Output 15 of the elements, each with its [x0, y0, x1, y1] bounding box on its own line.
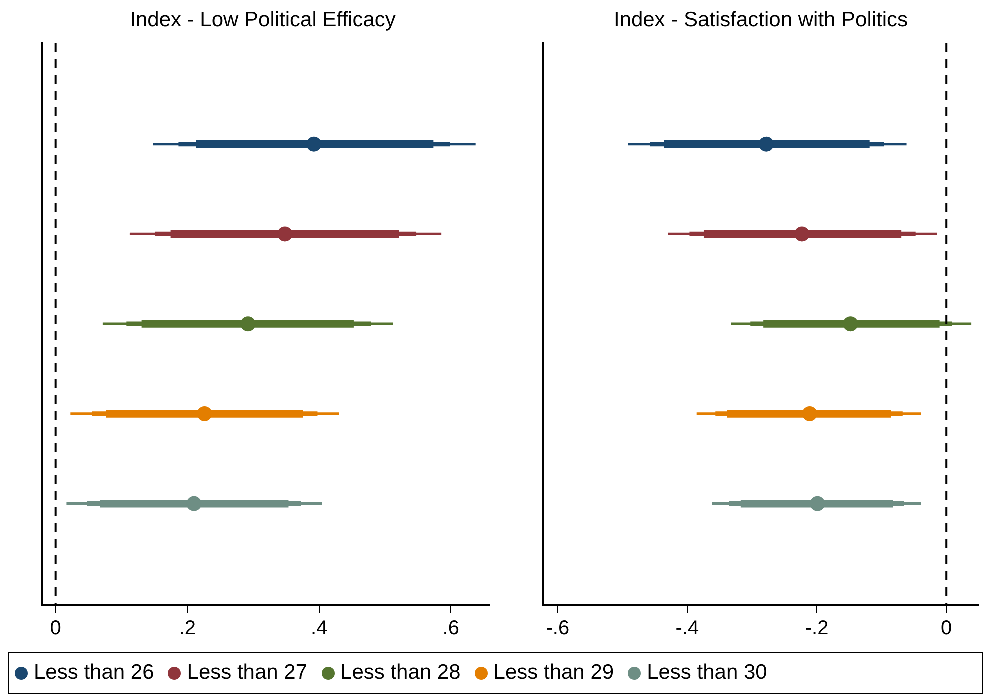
x-tick-label: 0 [941, 618, 952, 640]
legend-label: Less than 30 [647, 661, 768, 685]
legend-label: Less than 29 [494, 661, 614, 685]
x-tick-label: -.2 [805, 618, 829, 640]
x-tick-label: .2 [179, 618, 196, 640]
legend-label: Less than 28 [340, 661, 461, 685]
x-tick-label: -.4 [676, 618, 700, 640]
legend-label: Less than 27 [187, 661, 308, 685]
legend-label: Less than 26 [34, 661, 154, 685]
chart-title: Index - Satisfaction with Politics [614, 8, 908, 32]
chart-title: Index - Low Political Efficacy [130, 8, 396, 32]
x-tick-label: .6 [442, 618, 460, 640]
x-tick-label: -.6 [546, 618, 570, 640]
x-tick-label: .4 [311, 618, 328, 640]
x-tick-label: 0 [50, 618, 62, 640]
